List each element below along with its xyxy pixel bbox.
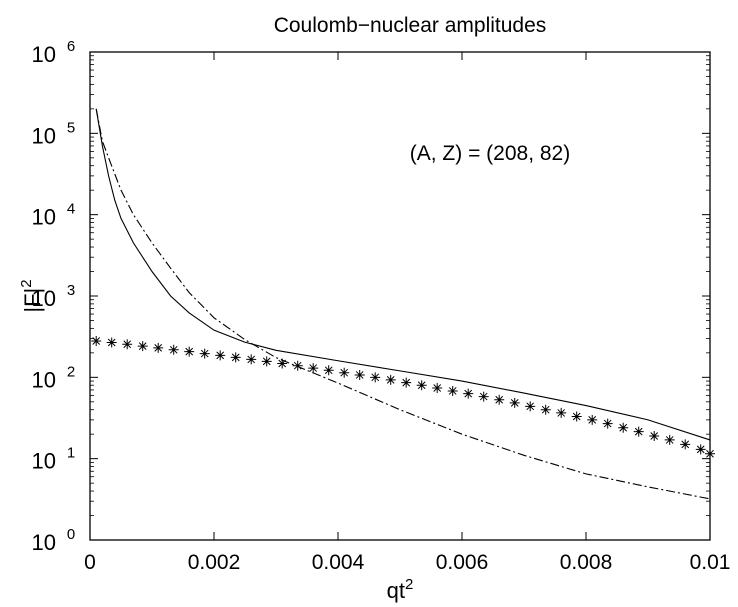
y-axis-label-base: |F|	[20, 288, 45, 313]
x-axis-label-base: qt	[387, 578, 405, 603]
series-2-point	[292, 360, 303, 371]
y-axis-label-exponent: 2	[18, 279, 35, 287]
series-2-point	[649, 430, 660, 441]
series-2-point	[277, 358, 288, 369]
y-tick-label: 10 6	[32, 38, 76, 67]
series-2-point	[695, 444, 706, 455]
series-2-point	[308, 363, 319, 374]
series-2-point	[122, 339, 133, 350]
series-2-point	[432, 382, 443, 393]
series-2-point	[556, 407, 567, 418]
series-2-point	[494, 394, 505, 405]
series-2-point	[184, 346, 195, 357]
series-2-point	[230, 352, 241, 363]
series-2-point	[168, 344, 179, 355]
y-tick-label-base: 10	[32, 367, 56, 392]
chart-title: Coulomb−nuclear amplitudes	[274, 14, 547, 37]
x-axis-label-exponent: 2	[405, 576, 413, 593]
y-tick-label: 10 5	[32, 119, 76, 148]
series-1-line	[95, 108, 711, 500]
x-tick-label: 0.008	[560, 551, 613, 574]
plot-area	[89, 51, 711, 541]
series-2-point	[587, 414, 598, 425]
y-tick-label-base: 10	[32, 449, 56, 474]
y-tick-label: 10 0	[32, 526, 76, 555]
series-2-point	[370, 372, 381, 383]
series-2-point	[106, 337, 117, 348]
y-axis-label: |F|2	[18, 279, 45, 312]
y-tick-label-base: 10	[32, 123, 56, 148]
series-2-point	[680, 439, 691, 450]
y-tick-label-exponent: 6	[67, 38, 75, 55]
series-2-point	[339, 367, 350, 378]
y-tick-label: 10 1	[32, 445, 76, 474]
series-2-point	[261, 356, 272, 367]
series-2-point	[705, 448, 715, 459]
series-2-point	[137, 341, 148, 352]
series-2-point	[602, 418, 613, 429]
y-tick-label-exponent: 4	[67, 201, 75, 218]
y-tick-label-base: 10	[32, 42, 56, 67]
series-2-markers	[91, 335, 715, 459]
series-2-point	[618, 422, 629, 433]
x-tick-label: 0.01	[690, 551, 731, 574]
system-annotation: (A, Z) = (208, 82)	[410, 142, 570, 165]
series-2-point	[478, 391, 489, 402]
x-tick-label: 0.002	[188, 551, 241, 574]
series-2-point	[215, 350, 226, 361]
series-2-point	[246, 354, 257, 365]
series-2-point	[540, 404, 551, 415]
series-2-point	[91, 335, 102, 346]
ticks-layer: 0 0.002 0.004 0.006 0.008 0.01 10 0 10 1 10 2 10 3 10 4…	[32, 38, 731, 574]
series-2-point	[401, 377, 412, 388]
series-2-point	[385, 374, 396, 385]
y-tick-label: 10 4	[32, 201, 76, 230]
series-2-point	[416, 380, 427, 391]
series-2-point	[571, 411, 582, 422]
y-tick-label-base: 10	[32, 530, 56, 555]
series-2-point	[447, 385, 458, 396]
y-tick-label-exponent: 2	[67, 363, 75, 380]
series-2-point	[153, 342, 164, 353]
y-tick-label-base: 10	[32, 286, 56, 311]
series-0-line	[95, 108, 711, 441]
y-tick-label-exponent: 5	[67, 119, 75, 136]
y-tick-label-base: 10	[32, 205, 56, 230]
x-axis-label: qt2	[387, 576, 414, 603]
series-2-point	[323, 365, 334, 376]
series-2-point	[664, 434, 675, 445]
series-layer	[91, 108, 715, 500]
y-tick-label: 10 2	[32, 363, 76, 392]
series-2-point	[633, 426, 644, 437]
series-2-point	[509, 397, 520, 408]
x-tick-label: 0	[84, 551, 96, 574]
y-tick-label-exponent: 1	[67, 445, 75, 462]
x-tick-label: 0.004	[312, 551, 365, 574]
y-tick-label: 10 3	[32, 282, 76, 311]
series-2-point	[525, 401, 536, 412]
y-tick-label-exponent: 3	[67, 282, 75, 299]
x-tick-label: 0.006	[436, 551, 489, 574]
series-2-point	[354, 369, 365, 380]
series-2-point	[463, 388, 474, 399]
y-tick-label-exponent: 0	[67, 526, 75, 543]
series-2-point	[199, 348, 210, 359]
